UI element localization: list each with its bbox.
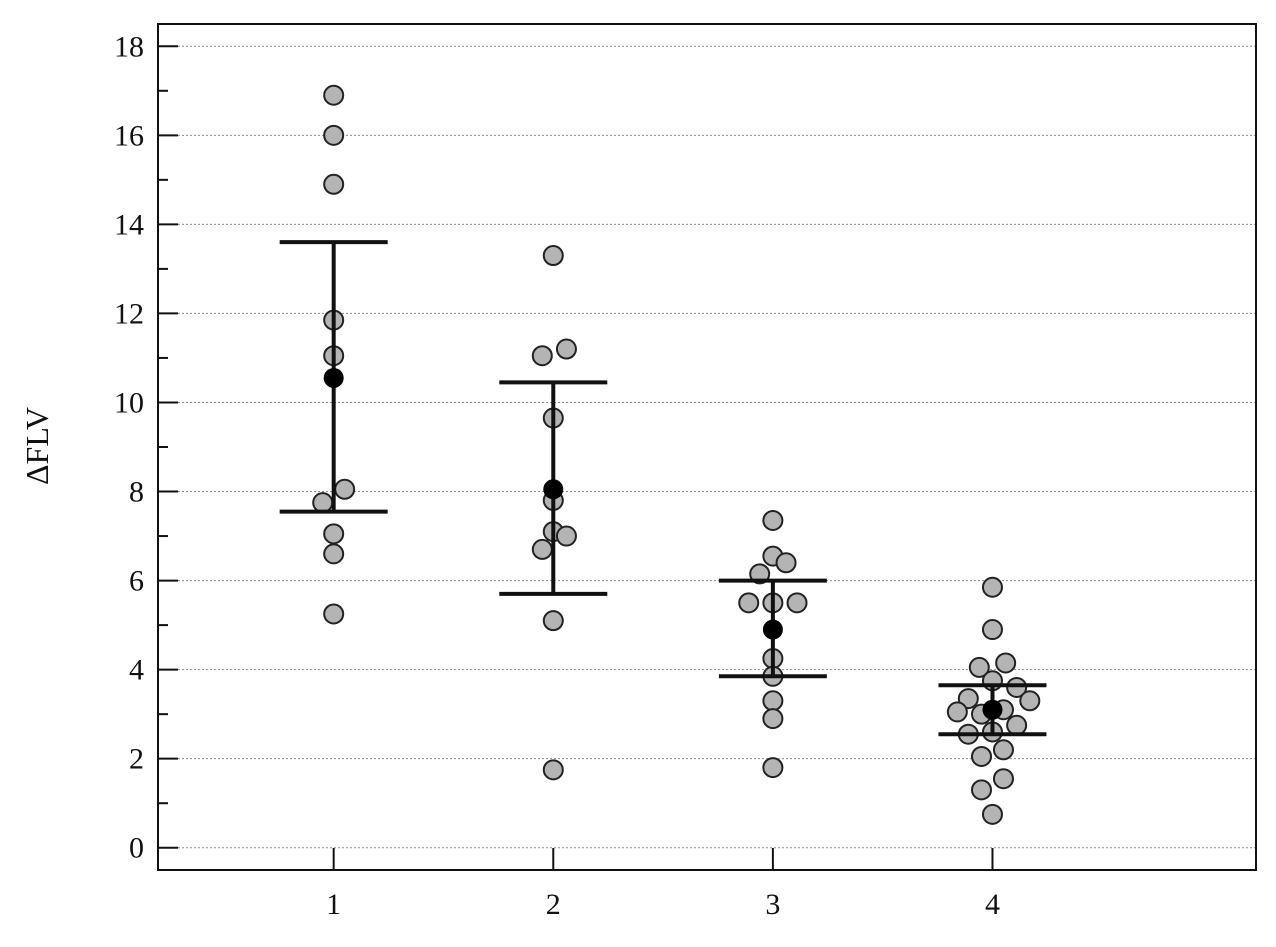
y-tick-label: 10	[114, 386, 144, 419]
mean-marker	[323, 367, 344, 388]
data-point	[992, 739, 1014, 761]
x-axis: 1 2 3 4	[326, 848, 1000, 921]
y-tick-label: 0	[129, 832, 144, 865]
data-point	[542, 245, 564, 267]
error-bars	[279, 240, 1047, 737]
data-point	[762, 757, 784, 779]
y-tick-label: 12	[114, 297, 144, 330]
data-point	[946, 701, 968, 723]
data-point	[775, 552, 797, 574]
data-point	[531, 538, 553, 560]
y-tick-label: 6	[129, 565, 144, 598]
data-point	[971, 779, 992, 801]
data-point	[531, 345, 553, 367]
x-tick-label: 1	[326, 888, 341, 921]
data-point	[992, 768, 1014, 790]
data-point	[323, 523, 345, 545]
data-point	[981, 576, 1003, 598]
data-point	[323, 84, 345, 106]
data-point	[762, 509, 784, 531]
data-point	[995, 652, 1017, 674]
data-point	[1006, 676, 1028, 698]
y-tick-label: 16	[114, 119, 144, 152]
data-point	[1019, 690, 1041, 712]
data-point	[738, 592, 760, 614]
data-point	[762, 708, 784, 730]
data-point	[555, 525, 577, 547]
x-tick-label: 3	[765, 888, 780, 921]
data-points	[312, 84, 1041, 825]
data-point	[542, 759, 564, 781]
mean-marker	[762, 619, 783, 640]
data-point	[323, 173, 345, 195]
y-axis: 0 2 4 6 8 10 12 14 16 18	[114, 30, 178, 865]
data-point	[981, 619, 1003, 641]
y-tick-label: 4	[129, 654, 144, 687]
data-point	[555, 338, 577, 360]
data-point	[323, 603, 345, 625]
plot-frame	[157, 23, 1257, 871]
data-point	[968, 656, 990, 678]
y-tick-label: 14	[114, 208, 144, 241]
data-point	[323, 543, 345, 565]
y-tick-label: 8	[129, 476, 144, 509]
mean-marker	[982, 699, 1003, 720]
y-tick-label: 2	[129, 743, 144, 776]
data-point	[334, 478, 356, 500]
data-point	[981, 803, 1003, 825]
data-point	[786, 592, 808, 614]
x-tick-label: 2	[546, 888, 561, 921]
data-point	[762, 690, 784, 712]
y-axis-title: ΔFLV	[19, 407, 55, 485]
data-point	[957, 688, 979, 710]
y-tick-label: 18	[114, 30, 144, 63]
data-point	[542, 610, 564, 632]
gridlines	[158, 45, 1256, 849]
data-point	[1006, 714, 1028, 736]
data-point	[971, 745, 992, 767]
data-point	[312, 492, 334, 514]
data-point	[323, 124, 345, 146]
x-tick-label: 4	[985, 888, 1000, 921]
mean-marker	[543, 479, 564, 500]
